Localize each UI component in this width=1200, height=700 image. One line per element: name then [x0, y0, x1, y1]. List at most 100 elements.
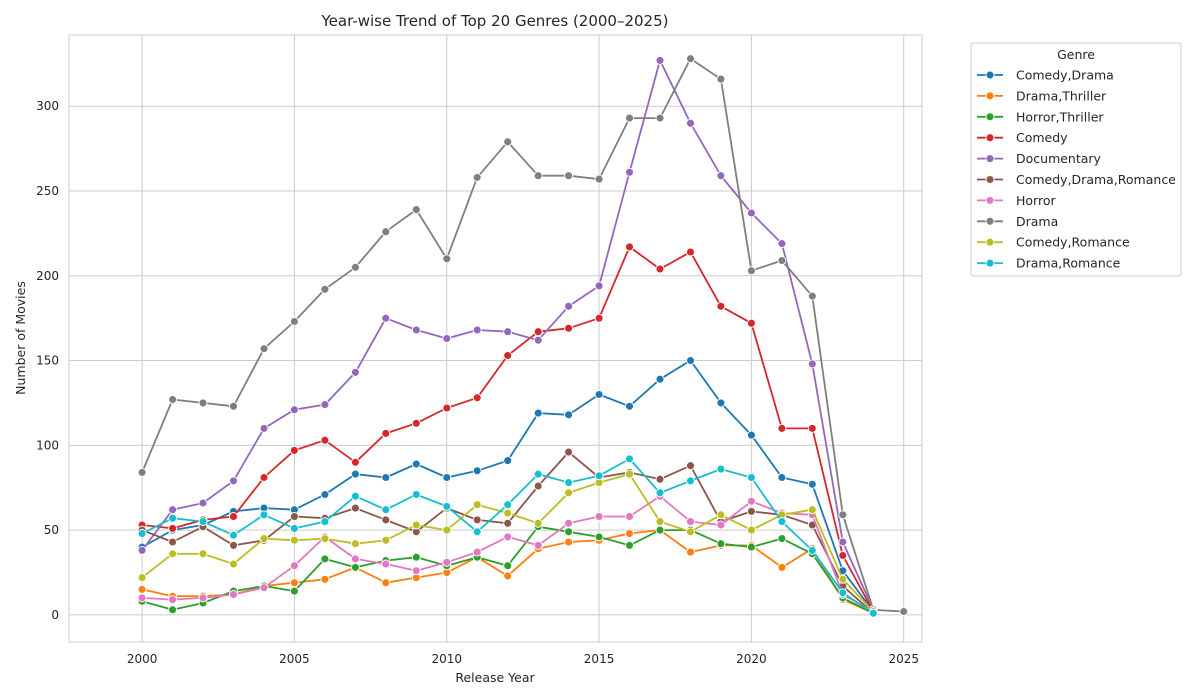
data-point — [198, 549, 208, 559]
data-point — [564, 527, 574, 537]
series-drama-romance — [137, 454, 878, 618]
data-point — [168, 595, 178, 605]
legend-item: Drama,Thriller — [977, 88, 1107, 103]
legend-label: Drama,Thriller — [1016, 88, 1107, 103]
legend: Genre Comedy,Drama Drama,Thriller Horror,T… — [970, 42, 1182, 277]
data-point — [411, 205, 421, 215]
data-point — [503, 532, 513, 542]
data-point — [533, 327, 543, 337]
data-point — [381, 505, 391, 515]
legend-swatch-marker — [985, 237, 995, 247]
data-point — [411, 418, 421, 428]
plot-background — [69, 35, 922, 642]
x-tick-label: 2000 — [127, 652, 158, 666]
data-point — [259, 344, 269, 354]
data-point — [746, 318, 756, 328]
data-point — [472, 527, 482, 537]
legend-label: Comedy,Romance — [1016, 235, 1130, 250]
data-point — [655, 374, 665, 384]
data-point — [807, 545, 817, 555]
data-point — [168, 537, 178, 547]
data-point — [503, 508, 513, 518]
data-point — [686, 54, 695, 64]
data-point — [777, 534, 787, 544]
data-point — [655, 488, 665, 498]
tick-labels: 2000 2005 2010 2015 2020 2025 0 50 100 150 200 250 3… — [36, 99, 919, 666]
data-point — [746, 506, 756, 516]
data-point — [746, 266, 756, 276]
data-point — [777, 517, 787, 527]
data-point — [564, 478, 574, 488]
data-point — [655, 525, 665, 535]
data-point — [320, 554, 330, 564]
data-point — [229, 559, 238, 569]
chart-title: Year-wise Trend of Top 20 Genres (2000–2… — [321, 12, 669, 30]
legend-swatch-marker — [985, 112, 995, 122]
data-point — [564, 447, 574, 457]
data-point — [655, 113, 665, 123]
data-point — [655, 517, 665, 527]
data-point — [503, 571, 513, 581]
data-point — [777, 562, 787, 572]
data-point — [320, 400, 330, 410]
data-point — [442, 334, 452, 343]
data-point — [533, 469, 543, 479]
data-point — [777, 473, 787, 482]
x-tick-label: 2015 — [584, 652, 615, 666]
data-point — [686, 461, 695, 471]
y-axis-label: Number of Movies — [13, 281, 28, 395]
data-point — [229, 401, 238, 411]
data-point — [320, 517, 330, 527]
data-point — [625, 529, 634, 538]
data-point — [686, 356, 695, 365]
data-point — [533, 408, 543, 418]
data-point — [777, 423, 787, 433]
data-point — [137, 573, 147, 583]
legend-swatch-marker — [985, 258, 995, 268]
data-point — [320, 534, 330, 544]
data-point — [442, 254, 452, 264]
data-point — [381, 428, 391, 438]
data-point — [716, 464, 726, 474]
data-point — [259, 473, 269, 482]
data-point — [472, 466, 482, 476]
data-point — [442, 557, 452, 567]
data-point — [229, 540, 238, 550]
legend-label: Drama,Romance — [1016, 256, 1121, 271]
data-point — [838, 588, 848, 598]
legend-item: Drama,Romance — [977, 256, 1121, 271]
data-point — [168, 505, 178, 515]
data-point — [564, 537, 574, 547]
data-point — [746, 496, 756, 506]
legend-item: Horror,Thriller — [977, 109, 1104, 124]
data-point — [259, 510, 269, 520]
data-point — [899, 607, 909, 616]
series-drama — [137, 54, 909, 616]
data-point — [564, 323, 574, 333]
data-point — [198, 398, 208, 408]
data-point — [381, 473, 391, 482]
legend-item: Horror — [977, 193, 1056, 208]
data-point — [503, 327, 513, 337]
data-point — [746, 542, 756, 552]
data-point — [625, 167, 634, 177]
series-layer — [137, 54, 909, 618]
data-point — [686, 247, 695, 257]
data-point — [289, 578, 299, 588]
data-point — [381, 559, 391, 569]
data-point — [350, 503, 360, 513]
data-point — [259, 583, 269, 593]
data-point — [381, 313, 391, 323]
data-point — [777, 256, 787, 265]
data-point — [716, 398, 726, 408]
data-point — [716, 510, 726, 520]
data-point — [625, 454, 634, 464]
data-point — [381, 227, 391, 237]
data-point — [503, 561, 513, 571]
data-point — [564, 518, 574, 528]
legend-label: Horror — [1016, 193, 1056, 208]
legend-label: Comedy,Drama — [1016, 68, 1114, 83]
y-tick-label: 150 — [36, 354, 59, 368]
data-point — [198, 498, 208, 508]
data-point — [625, 512, 634, 521]
